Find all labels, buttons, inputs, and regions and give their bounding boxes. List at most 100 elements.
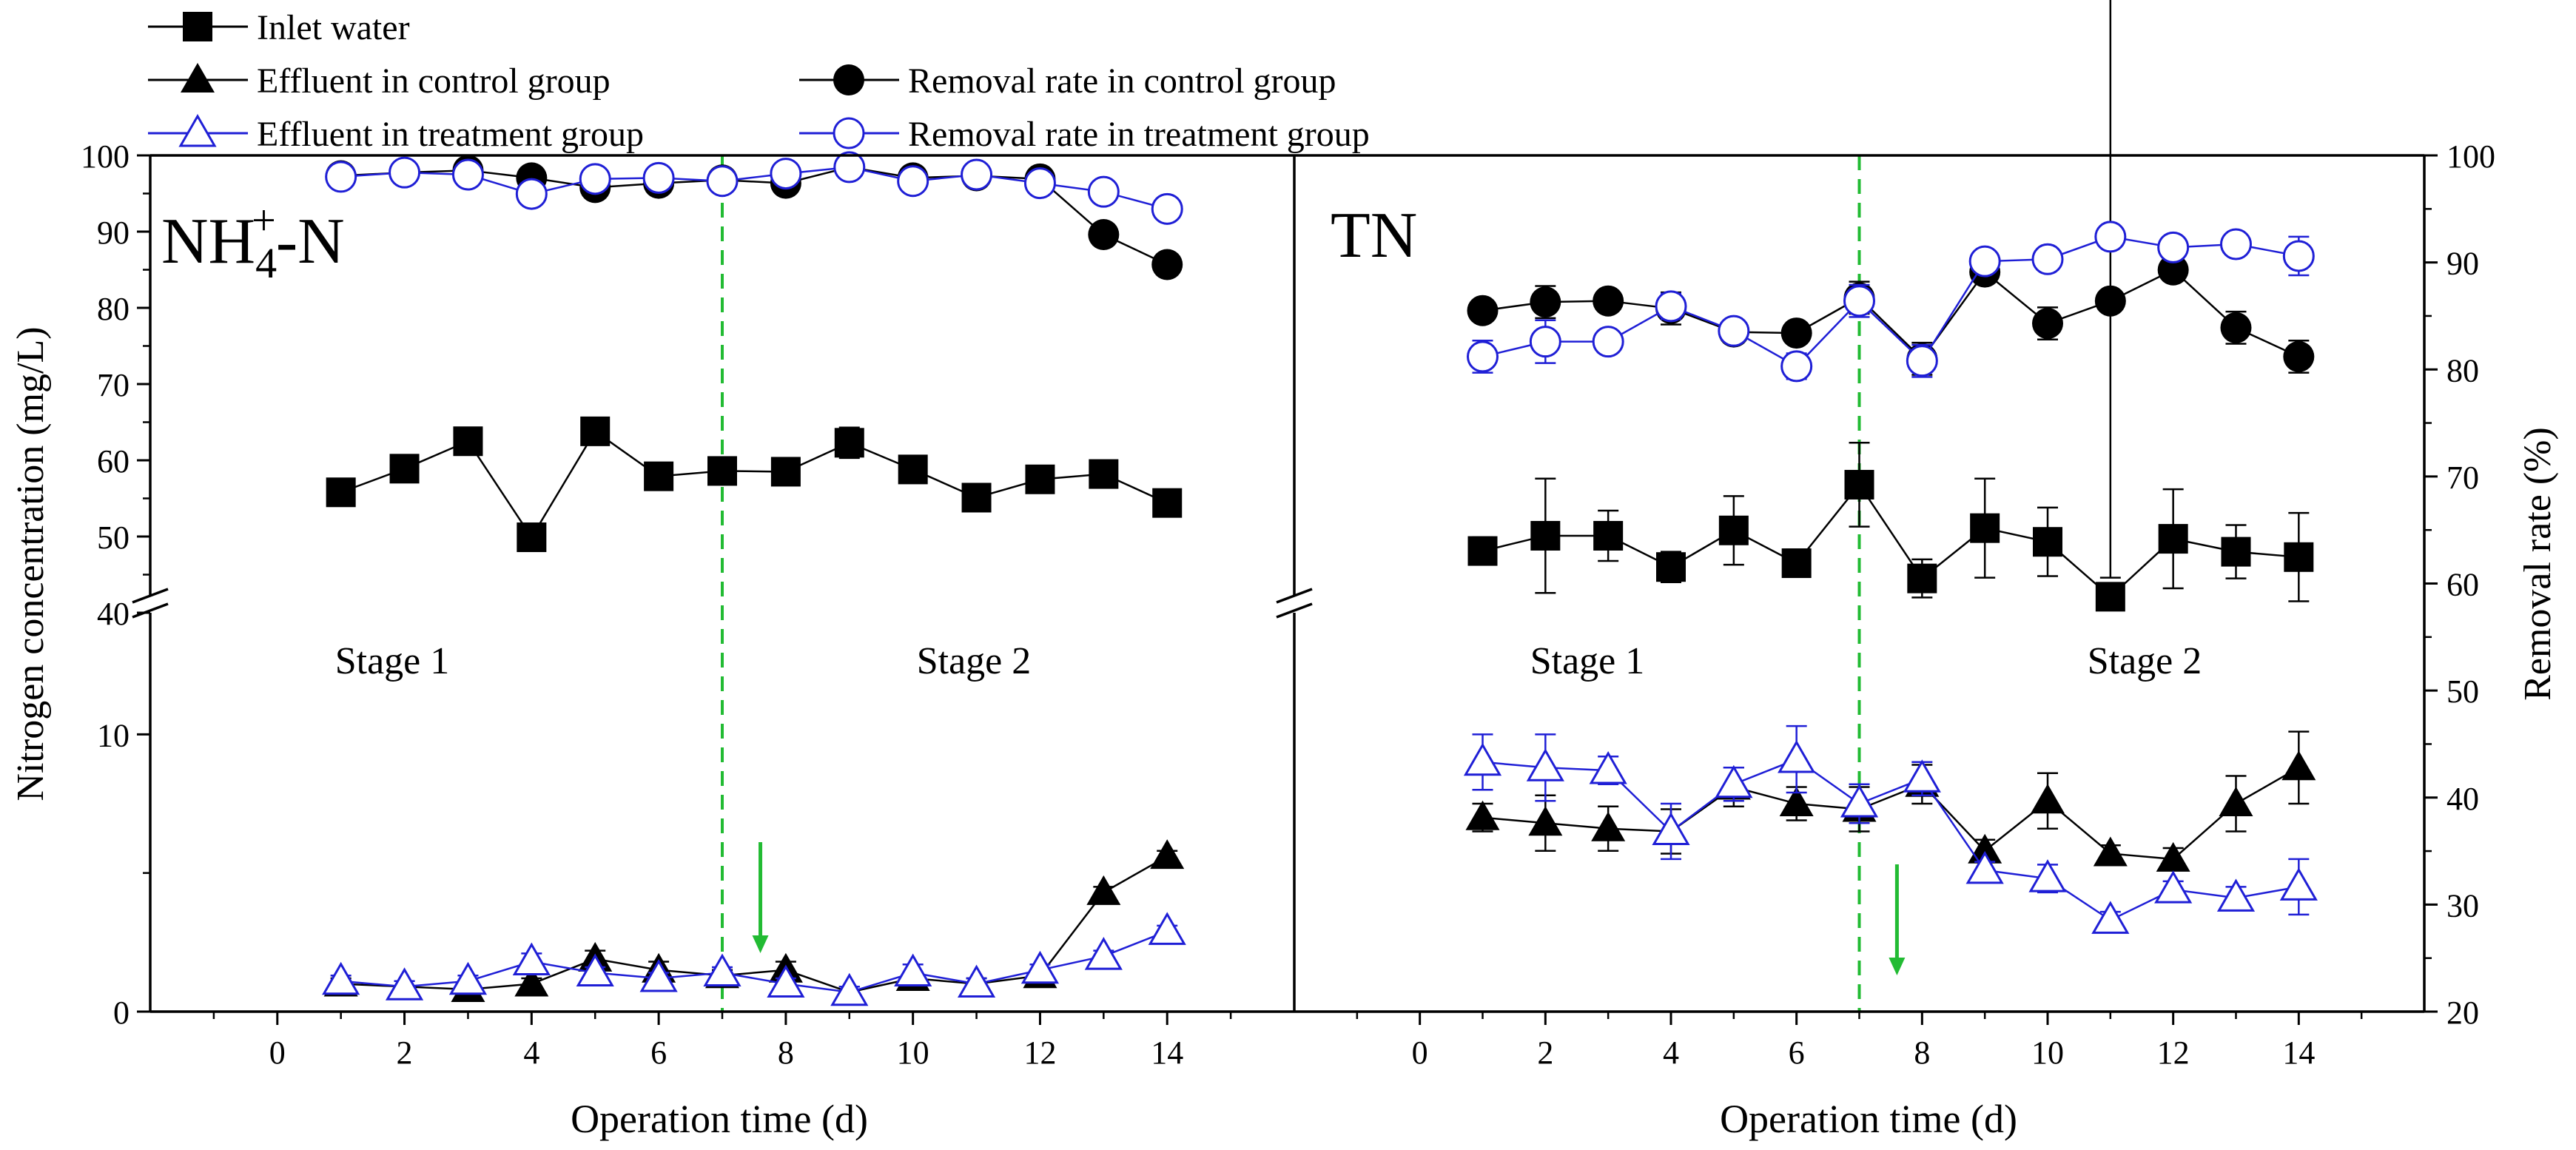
data-point [1781, 548, 1812, 579]
y-right-axis-label: Removal rate (%) [2517, 427, 2559, 701]
data-point [1655, 290, 1687, 323]
legend-marker [183, 12, 212, 41]
data-point [1903, 759, 1941, 793]
data-point [1526, 748, 1564, 781]
data-point [2220, 228, 2252, 260]
y-right-tick-label: 20 [2446, 995, 2479, 1031]
data-point [1965, 850, 2004, 884]
y-right-tick-label: 70 [2446, 460, 2479, 496]
arrow-head [752, 935, 769, 953]
data-point [579, 163, 611, 195]
data-point [2283, 340, 2315, 372]
legend: Inlet water Effluent in control group Effl… [148, 8, 1370, 154]
legend-marker [178, 113, 217, 147]
data-point [1906, 345, 1938, 377]
data-point [1020, 950, 1060, 984]
legend-label: Effluent in treatment group [257, 115, 644, 154]
legend-item: Effluent in treatment group [148, 113, 644, 154]
panel-label: NH4+-N [161, 196, 345, 287]
data-point [1968, 245, 2001, 278]
data-point [2028, 859, 2067, 892]
data-point [1591, 811, 1626, 841]
data-point [1088, 219, 1120, 251]
axis-break-mark [1276, 602, 1313, 619]
data-point [1715, 764, 1753, 798]
data-point [2154, 870, 2193, 904]
data-point [322, 961, 360, 995]
data-point [1907, 563, 1937, 594]
legend-item: Removal rate in treatment group [799, 115, 1370, 154]
data-point [1530, 520, 1561, 551]
x-tick-label: 12 [1023, 1035, 1056, 1071]
x-tick-label: 0 [269, 1035, 286, 1071]
data-point [898, 454, 928, 485]
data-point [1844, 469, 1874, 500]
data-point [1528, 806, 1563, 836]
data-point [512, 942, 551, 976]
x-tick-label: 6 [650, 1035, 667, 1071]
data-point [961, 158, 993, 191]
y-right-tick-label: 50 [2446, 673, 2479, 710]
arrow-head [1889, 958, 1906, 975]
x-tick-label: 8 [1914, 1035, 1930, 1071]
data-point [453, 426, 483, 457]
x-tick-label: 14 [1151, 1035, 1183, 1071]
series [1463, 724, 2318, 934]
series-line [1482, 767, 2299, 861]
data-point [1843, 285, 1875, 317]
data-point [2157, 231, 2190, 263]
data-point [2156, 841, 2190, 872]
data-point [1089, 459, 1119, 489]
stage-1-label: Stage 1 [1530, 640, 1645, 682]
data-point [1086, 875, 1121, 905]
series [325, 151, 1183, 225]
x-axis-label-right: Operation time (d) [1720, 1097, 2017, 1141]
data-point [2219, 787, 2253, 816]
data-point [514, 966, 549, 997]
data-point [1970, 513, 2000, 543]
data-point [325, 161, 357, 193]
legend-item: Effluent in control group [148, 61, 611, 101]
y-right-tick-label: 100 [2446, 138, 2495, 175]
data-point [1968, 833, 2002, 864]
legend-marker [833, 117, 865, 149]
data-point [2282, 240, 2315, 272]
legend-label: Inlet water [257, 8, 410, 47]
data-point [1151, 192, 1183, 225]
data-point [385, 967, 424, 1001]
data-point [1718, 315, 1750, 347]
legend-marker [833, 64, 864, 95]
y-right-tick-label: 60 [2446, 567, 2479, 603]
data-point [2094, 221, 2127, 253]
y-right-tick-label: 40 [2446, 781, 2479, 817]
data-point [2281, 750, 2316, 781]
series [1467, 254, 2315, 376]
series-layer [1463, 0, 2318, 934]
data-point [1589, 751, 1627, 784]
series [1467, 221, 2315, 383]
x-tick-label: 10 [2031, 1035, 2064, 1071]
data-point [2279, 867, 2318, 901]
data-point [1084, 937, 1123, 970]
data-point [2220, 312, 2252, 343]
legend-item: Inlet water [148, 8, 410, 47]
legend-label: Removal rate in treatment group [908, 115, 1370, 154]
x-tick-label: 8 [778, 1035, 794, 1071]
y-left-axis-label: Nitrogen concentration (mg/L) [10, 326, 52, 801]
y-left-tick-label: 90 [97, 215, 130, 251]
data-point [2284, 542, 2314, 572]
data-point [706, 165, 739, 198]
data-point [2094, 285, 2126, 317]
data-point [833, 151, 866, 184]
y-left-tick-label: 0 [113, 995, 130, 1031]
y-left-tick-label: 70 [97, 367, 130, 403]
data-point [1656, 552, 1686, 582]
data-point [707, 456, 737, 486]
data-point [2216, 878, 2256, 912]
y-left-tick-label: 60 [97, 443, 130, 480]
data-point [1778, 740, 1816, 773]
x-axis-label-left: Operation time (d) [571, 1097, 868, 1141]
data-point [2091, 901, 2130, 934]
y-right-tick-label: 30 [2446, 887, 2479, 924]
data-point [894, 953, 932, 987]
